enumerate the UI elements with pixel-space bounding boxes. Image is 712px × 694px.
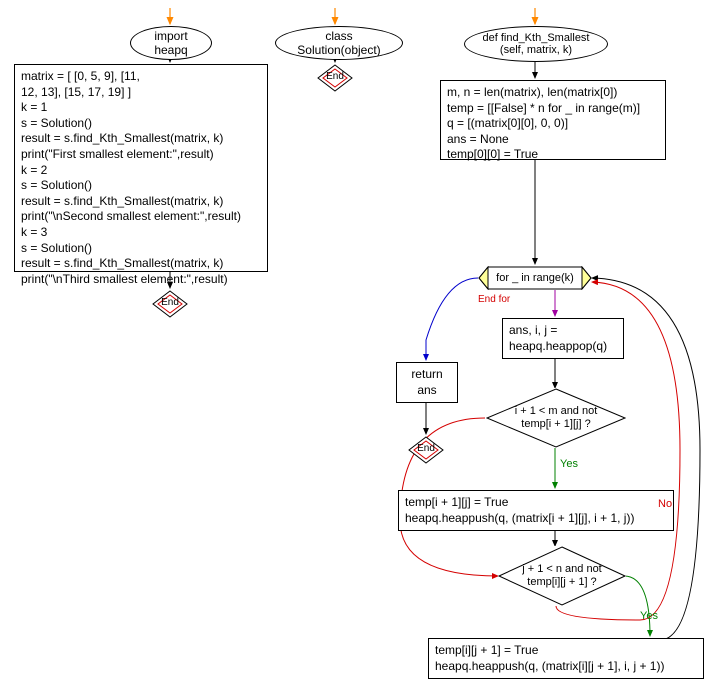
end-3: End: [408, 436, 444, 464]
end-2: End: [317, 64, 353, 92]
b2: q = [(matrix[0][0], 0, 0)]: [447, 116, 659, 132]
return-label: return ans: [411, 367, 442, 397]
l1: 12, 13], [15, 17, 19] ]: [21, 85, 261, 101]
p11: heapq.heappush(q, (matrix[i + 1][j], i +…: [405, 511, 667, 527]
start3-label: def find_Kth_Smallest (self, matrix, k): [482, 32, 589, 56]
b4: temp[0][0] = True: [447, 147, 659, 163]
heappop-block: ans, i, j = heapq.heappop(q): [502, 318, 624, 359]
l9: print("\nSecond smallest element:",resul…: [21, 209, 261, 225]
cond-j: j + 1 < n and not temp[i][j + 1] ?: [498, 546, 626, 606]
push-j-block: temp[i][j + 1] = True heapq.heappush(q, …: [428, 638, 704, 679]
b0: m, n = len(matrix), len(matrix[0]): [447, 85, 659, 101]
end-2-label: End: [317, 71, 353, 82]
return-ans: return ans: [396, 362, 458, 403]
l3: s = Solution(): [21, 116, 261, 132]
cond2-yes: Yes: [640, 610, 658, 622]
p20: temp[i][j + 1] = True: [435, 643, 697, 659]
l5: print("First smallest element:",result): [21, 147, 261, 163]
cond2-no: No: [658, 498, 672, 510]
start-find-kth: def find_Kth_Smallest (self, matrix, k): [464, 26, 608, 62]
for-loop: for _ in range(k): [478, 266, 592, 290]
b1: temp = [[False] * n for _ in range(m)]: [447, 101, 659, 117]
cond-i: i + 1 < m and not temp[i + 1][j] ?: [486, 388, 626, 448]
init-block: m, n = len(matrix), len(matrix[0]) temp …: [440, 80, 666, 160]
l8: result = s.find_Kth_Smallest(matrix, k): [21, 194, 261, 210]
l7: s = Solution(): [21, 178, 261, 194]
p21: heapq.heappush(q, (matrix[i][j + 1], i, …: [435, 659, 697, 675]
l0: matrix = [ [0, 5, 9], [11,: [21, 69, 261, 85]
l13: print("\nThird smallest element:",result…: [21, 272, 261, 288]
l6: k = 2: [21, 163, 261, 179]
cond1-label: i + 1 < m and not temp[i + 1][j] ?: [486, 388, 626, 448]
p10: temp[i + 1][j] = True: [405, 495, 667, 511]
cond2-label: j + 1 < n and not temp[i][j + 1] ?: [498, 546, 626, 606]
l2: k = 1: [21, 100, 261, 116]
start-class-solution: class Solution(object): [275, 26, 403, 60]
l11: s = Solution(): [21, 241, 261, 257]
hp1: heapq.heappop(q): [509, 339, 617, 355]
l4: result = s.find_Kth_Smallest(matrix, k): [21, 131, 261, 147]
start1-label: import heapq: [154, 29, 187, 57]
start2-label: class Solution(object): [297, 29, 380, 57]
hp0: ans, i, j =: [509, 323, 617, 339]
for-loop-label: for _ in range(k): [478, 266, 592, 290]
push-i-block: temp[i + 1][j] = True heapq.heappush(q, …: [398, 490, 674, 531]
l10: k = 3: [21, 225, 261, 241]
b3: ans = None: [447, 132, 659, 148]
end-1: End: [152, 290, 188, 318]
cond1-yes: Yes: [560, 458, 578, 470]
main-block: matrix = [ [0, 5, 9], [11, 12, 13], [15,…: [14, 64, 268, 272]
end-1-label: End: [152, 297, 188, 308]
end-3-label: End: [408, 443, 444, 454]
l12: result = s.find_Kth_Smallest(matrix, k): [21, 256, 261, 272]
start-import-heapq: import heapq: [130, 26, 212, 60]
end-for-label: End for: [478, 294, 510, 305]
